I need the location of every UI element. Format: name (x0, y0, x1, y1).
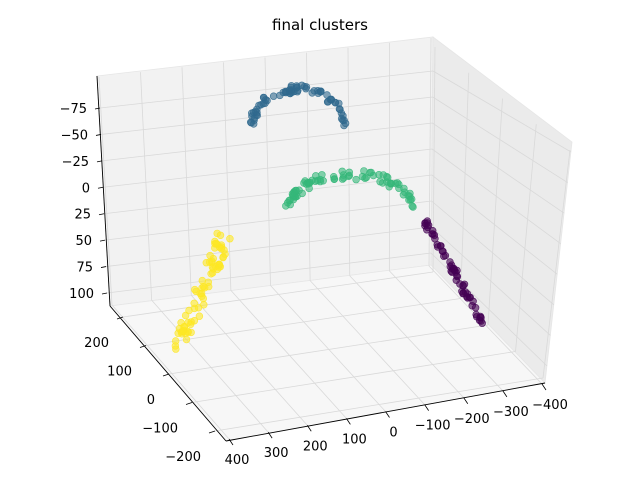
z-tick-mark (98, 187, 103, 188)
data-point (311, 87, 318, 94)
data-point (191, 305, 198, 312)
data-point (394, 180, 401, 187)
z-tick-mark (101, 267, 106, 268)
data-point (221, 247, 228, 254)
data-point (328, 96, 335, 103)
data-point (431, 232, 438, 239)
data-point (460, 290, 467, 297)
data-point (270, 93, 277, 100)
data-point (478, 318, 485, 325)
data-point (200, 283, 207, 290)
z-tick-mark (100, 240, 105, 241)
data-point (256, 102, 263, 109)
data-point (298, 82, 305, 89)
data-point (460, 282, 467, 289)
chart-title: final clusters (272, 16, 368, 34)
x-tick-label: 200 (303, 439, 328, 454)
y-tick-label: −200 (165, 450, 201, 465)
data-point (203, 259, 210, 266)
data-point (346, 172, 353, 179)
data-point (198, 290, 205, 297)
z-tick-label: 25 (74, 208, 91, 223)
z-tick-mark (102, 293, 107, 294)
data-point (213, 240, 220, 247)
data-point (180, 328, 187, 335)
data-point (361, 168, 368, 175)
x-tick-mark (542, 384, 546, 390)
z-tick-label: 50 (75, 234, 92, 249)
z-tick-label: −75 (60, 102, 87, 117)
z-tick-mark (99, 214, 104, 215)
data-point (183, 336, 190, 343)
z-tick-label: −25 (62, 155, 89, 170)
data-point (440, 253, 447, 260)
x-tick-label: 0 (389, 426, 397, 441)
x-tick-label: −200 (454, 412, 490, 427)
x-tick-label: 300 (264, 446, 289, 461)
y-tick-label: 200 (84, 336, 109, 351)
data-point (199, 277, 206, 284)
data-point (217, 232, 224, 239)
y-tick-mark (186, 403, 192, 405)
data-point (425, 222, 432, 229)
data-point (289, 191, 296, 198)
data-point (251, 115, 258, 122)
data-point (286, 88, 293, 95)
data-point (383, 173, 390, 180)
data-point (262, 100, 269, 107)
data-point (200, 301, 207, 308)
data-point (220, 254, 227, 261)
data-point (377, 178, 384, 185)
data-point (339, 168, 346, 175)
data-point (409, 203, 416, 210)
data-point (370, 172, 377, 179)
z-tick-label: 100 (69, 287, 94, 302)
x-tick-mark (346, 418, 350, 424)
data-point (191, 286, 198, 293)
data-point (438, 243, 445, 250)
data-point (172, 346, 179, 353)
data-point (227, 235, 234, 242)
y-tick-label: −100 (142, 422, 178, 437)
x-tick-mark (464, 398, 468, 404)
data-point (340, 112, 347, 119)
data-point (406, 197, 413, 204)
z-tick-label: 0 (82, 181, 90, 196)
data-point (214, 266, 221, 273)
x-tick-mark (425, 405, 429, 411)
x-tick-label: −300 (493, 405, 529, 420)
data-point (331, 176, 338, 183)
x-tick-label: 100 (342, 432, 367, 447)
data-point (196, 313, 203, 320)
data-point (312, 178, 319, 185)
data-point (467, 294, 474, 301)
y-tick-mark (163, 374, 169, 376)
x-tick-label: −100 (415, 419, 451, 434)
data-point (282, 203, 289, 210)
z-tick-label: −50 (61, 128, 88, 143)
x-tick-label: 400 (225, 453, 250, 468)
data-point (280, 89, 287, 96)
y-tick-label: 0 (147, 393, 155, 408)
data-point (317, 89, 324, 96)
x-tick-mark (386, 412, 390, 418)
data-point (353, 176, 360, 183)
x-tick-label: −400 (532, 398, 568, 413)
data-point (449, 269, 456, 276)
x-tick-mark (503, 391, 507, 397)
data-point (208, 270, 215, 277)
y-tick-label: 100 (107, 365, 132, 380)
z-tick-mark (97, 161, 102, 162)
data-point (363, 174, 370, 181)
data-point (306, 185, 313, 192)
y-tick-mark (209, 431, 215, 433)
z-tick-label: 75 (76, 261, 93, 276)
